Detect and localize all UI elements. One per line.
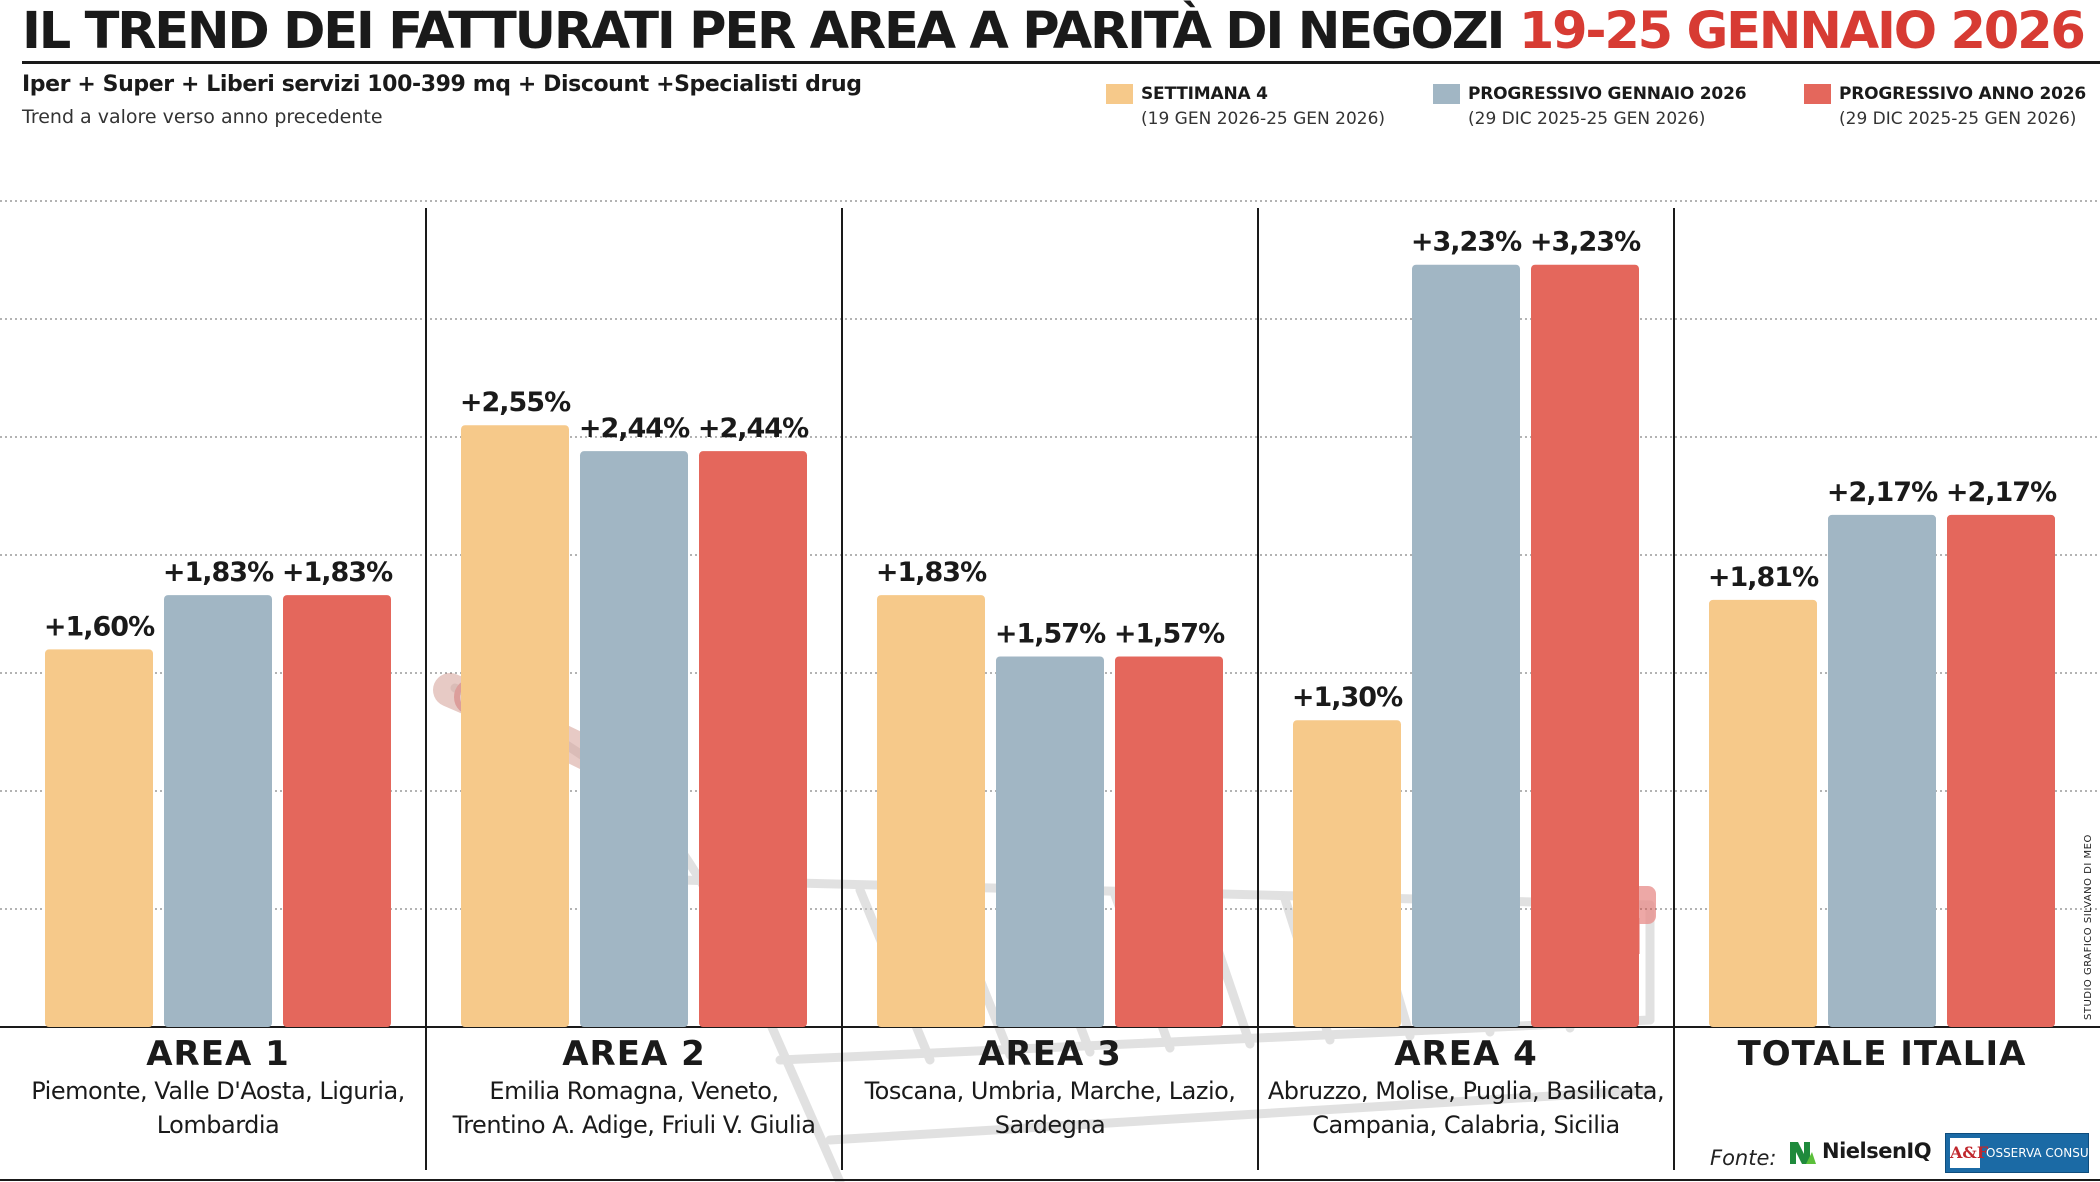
bar-value-label: +1,81% [1708,562,1819,593]
bar-value-label: +1,83% [876,557,987,588]
category-regions: Lombardia [157,1111,280,1139]
bar-value-label: +2,17% [1946,477,2057,508]
bar-totale-italia-series-2 [1947,514,2055,1027]
subtitle: Iper + Super + Liberi servizi 100-399 mq… [22,72,862,97]
subtitle-note: Trend a valore verso anno precedente [22,106,383,128]
bar-value-label: +2,55% [460,387,571,418]
bar-value-label: +2,17% [1827,477,1938,508]
bar-area-4-series-0 [1293,720,1401,1027]
bar-value-label: +1,83% [163,557,274,588]
category-regions: Toscana, Umbria, Marche, Lazio, [864,1077,1236,1105]
osserva-consumi-logo: A&F OSSERVA CONSUMI [1945,1133,2100,1173]
legend-swatch-progressivo-anno [1804,84,1831,104]
bar-totale-italia-series-1 [1828,514,1936,1027]
bars [45,264,2055,1028]
nielseniq-wordmark: NielsenIQ [1822,1139,1932,1163]
legend-range: (29 DIC 2025-25 GEN 2026) [1468,109,1706,129]
osserva-consumi-wordmark: OSSERVA CONSUMI [1986,1146,2100,1160]
legend-label: SETTIMANA 4 [1141,84,1268,104]
osserva-consumi-icon: A&F [1950,1138,1988,1168]
bar-area-3-series-0 [877,595,985,1027]
category-regions: Trentino A. Adige, Friuli V. Giulia [452,1111,816,1139]
category-name: AREA 1 [146,1034,290,1074]
category-regions: Campania, Calabria, Sicilia [1312,1111,1620,1139]
bar-area-2-series-1 [580,451,688,1027]
legend-range: (29 DIC 2025-25 GEN 2026) [1839,109,2077,129]
title-rule [22,61,2100,64]
category-regions: Piemonte, Valle D'Aosta, Liguria, [31,1077,405,1105]
bar-area-2-series-2 [699,451,807,1027]
category-labels: AREA 1 Piemonte, Valle D'Aosta, Liguria, L… [31,1034,2027,1139]
legend-range: (19 GEN 2026-25 GEN 2026) [1141,109,1386,129]
bar-value-label: +1,60% [44,611,155,642]
category-name: AREA 3 [978,1034,1122,1074]
bar-area-1-series-2 [283,595,391,1027]
legend-swatch-settimana-4 [1106,84,1133,104]
bar-area-4-series-1 [1412,264,1520,1028]
bar-area-3-series-2 [1115,656,1223,1027]
bar-value-label: +1,57% [995,618,1106,649]
category-regions: Sardegna [995,1111,1106,1139]
category-regions: Abruzzo, Molise, Puglia, Basilicata, [1268,1077,1664,1105]
legend-label: PROGRESSIVO GENNAIO 2026 [1468,84,1747,104]
nielseniq-icon [1790,1142,1816,1164]
bar-value-labels: +1,60% +1,83% +1,83% +2,55% +2,44% +2,44% +1,8… [44,227,2058,713]
category-name: TOTALE ITALIA [1738,1034,2027,1074]
bar-area-1-series-1 [164,595,272,1027]
title-main: IL TREND DEI FATTURATI PER AREA A PARITÀ… [22,2,1505,61]
category-name: AREA 2 [562,1034,706,1074]
title-date-range: 19-25 GENNAIO 2026 [1518,2,2086,61]
bar-totale-italia-series-0 [1709,599,1817,1027]
bar-value-label: +2,44% [579,413,690,444]
category-name: AREA 4 [1394,1034,1538,1074]
bar-value-label: +3,23% [1530,227,1641,258]
category-regions: Emilia Romagna, Veneto, [489,1077,778,1105]
bar-area-1-series-0 [45,649,153,1027]
bar-value-label: +1,83% [282,557,393,588]
bar-value-label: +1,57% [1114,618,1225,649]
bar-value-label: +1,30% [1292,682,1403,713]
bar-value-label: +3,23% [1411,227,1522,258]
bar-area-2-series-0 [461,425,569,1027]
legend-label: PROGRESSIVO ANNO 2026 [1839,84,2087,104]
source-label: Fonte: [1710,1146,1777,1170]
legend-swatch-progressivo-gennaio [1433,84,1460,104]
bar-area-3-series-1 [996,656,1104,1027]
credit-text: STUDIO GRAFICO SILVANO DI MEO [2083,834,2094,1020]
bar-area-4-series-2 [1531,264,1639,1028]
bar-value-label: +2,44% [698,413,809,444]
page-title: IL TREND DEI FATTURATI PER AREA A PARITÀ… [22,2,2086,61]
